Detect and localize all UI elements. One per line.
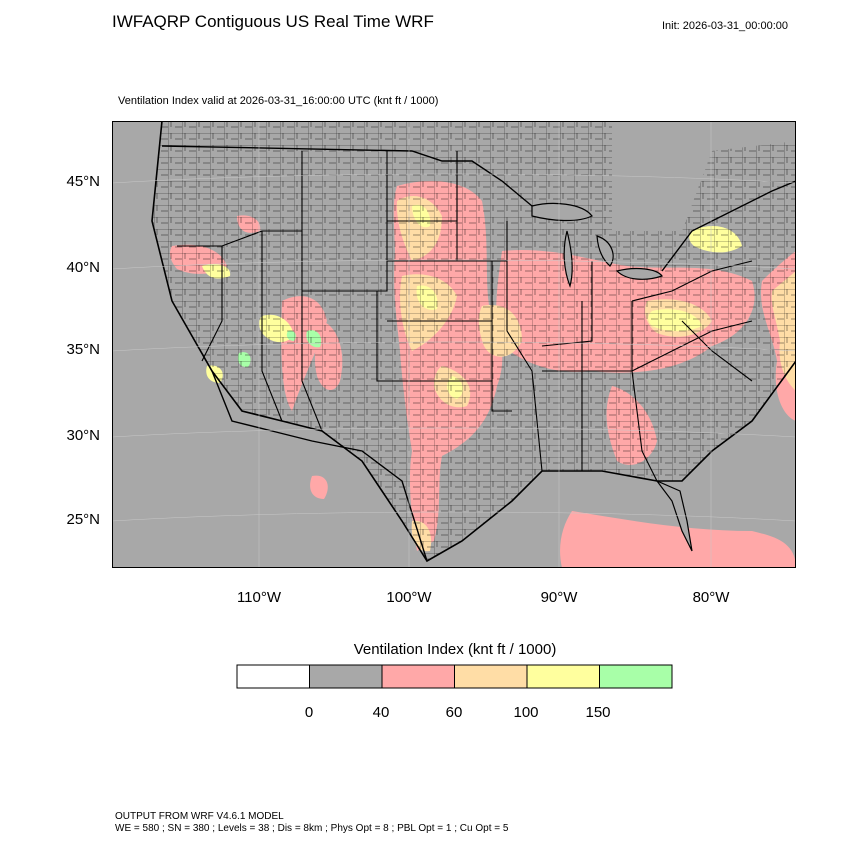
- legend-title: Ventilation Index (knt ft / 1000): [353, 641, 557, 658]
- lake-superior: [531, 202, 593, 222]
- county-lines: [152, 121, 796, 561]
- colorbar-label-150: 150: [585, 704, 611, 721]
- colorbar-box-4: [526, 664, 600, 689]
- colorbar: [236, 664, 673, 689]
- lat-label-40: 40°N: [66, 259, 100, 276]
- colorbar-box-1: [309, 664, 383, 689]
- lat-label-35: 35°N: [66, 341, 100, 358]
- model-info-line1: OUTPUT FROM WRF V4.6.1 MODEL: [115, 811, 284, 822]
- lon-label-80: 80°W: [692, 589, 730, 606]
- colorbar-label-0: 0: [304, 704, 314, 721]
- colorbar-box-3: [454, 664, 528, 689]
- lat-label-25: 25°N: [66, 511, 100, 528]
- lon-label-90: 90°W: [540, 589, 578, 606]
- lake-michigan: [563, 230, 573, 288]
- colorbar-box-2: [381, 664, 455, 689]
- graticule: [112, 121, 796, 568]
- chart-title: IWFAQRP Contiguous US Real Time WRF: [112, 12, 434, 31]
- florida: [655, 479, 693, 552]
- lon-label-100: 100°W: [386, 589, 432, 606]
- init-time: Init: 2026-03-31_00:00:00: [662, 20, 788, 32]
- lon-label-110: 110°W: [236, 589, 282, 606]
- colorbar-label-100: 100: [513, 704, 539, 721]
- colorbar-label-40: 40: [372, 704, 390, 721]
- colorbar-box-0: [236, 664, 310, 689]
- model-info-line2: WE = 580 ; SN = 380 ; Levels = 38 ; Dis …: [115, 823, 509, 834]
- state-borders: [177, 151, 753, 482]
- lake-erie: [615, 267, 663, 280]
- canada-border-east: [661, 180, 796, 272]
- colorbar-box-5: [599, 664, 673, 689]
- mexico-border: [211, 370, 428, 562]
- colorbar-label-60: 60: [445, 704, 463, 721]
- lat-label-30: 30°N: [66, 427, 100, 444]
- lat-label-45: 45°N: [66, 173, 100, 190]
- map-subtitle: Ventilation Index valid at 2026-03-31_16…: [118, 95, 439, 107]
- map-frame: [112, 121, 796, 568]
- ventilation-index-map: [112, 121, 796, 568]
- lake-huron: [596, 235, 614, 267]
